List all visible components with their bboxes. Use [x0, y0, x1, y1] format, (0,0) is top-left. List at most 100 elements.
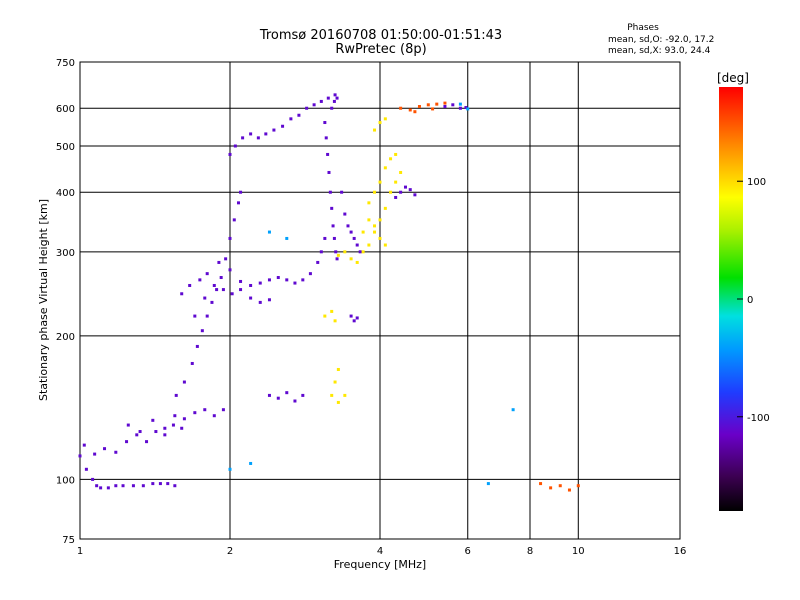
- data-point: [323, 236, 327, 240]
- data-point: [330, 106, 334, 110]
- data-point: [193, 411, 197, 415]
- data-point: [163, 433, 167, 437]
- data-point: [308, 272, 312, 276]
- data-point: [103, 447, 107, 451]
- data-point: [219, 276, 223, 280]
- data-point: [333, 380, 337, 384]
- data-point: [93, 452, 97, 456]
- data-point: [443, 101, 447, 105]
- data-point: [182, 417, 186, 421]
- data-point: [378, 236, 382, 240]
- data-point: [323, 314, 327, 318]
- data-point: [258, 300, 262, 304]
- y-tick-label: 100: [56, 475, 75, 486]
- data-point: [106, 486, 110, 490]
- data-point: [182, 380, 186, 384]
- data-point: [154, 430, 158, 434]
- data-point: [349, 230, 353, 234]
- data-point: [145, 440, 149, 444]
- data-point: [173, 414, 177, 418]
- x-tick-label: 10: [572, 546, 585, 557]
- data-point: [413, 110, 417, 114]
- data-point: [355, 316, 359, 320]
- data-point: [558, 484, 562, 488]
- data-point: [241, 136, 245, 140]
- y-tick-label: 750: [56, 58, 75, 69]
- data-point: [330, 309, 334, 313]
- data-point: [95, 484, 99, 488]
- data-point: [141, 484, 145, 488]
- data-point: [333, 93, 337, 97]
- data-point: [174, 393, 178, 397]
- data-point: [373, 224, 377, 228]
- data-point: [249, 132, 253, 136]
- data-point: [332, 236, 336, 240]
- data-point: [171, 423, 175, 427]
- y-tick-label: 400: [56, 188, 75, 199]
- data-point: [403, 185, 407, 189]
- data-point: [84, 467, 88, 471]
- data-point: [413, 193, 417, 197]
- data-point: [210, 300, 214, 304]
- colorbar-tick-label: 0: [747, 295, 753, 306]
- data-point: [373, 230, 377, 234]
- x-tick-label: 1: [77, 546, 83, 557]
- data-point: [399, 106, 403, 110]
- data-point: [151, 418, 155, 422]
- data-point: [195, 344, 199, 348]
- x-tick-label: 6: [465, 546, 471, 557]
- data-point: [249, 283, 253, 287]
- data-point: [330, 206, 334, 210]
- data-point: [378, 180, 382, 184]
- data-point: [212, 283, 216, 287]
- data-point: [352, 319, 356, 323]
- data-point: [99, 486, 103, 490]
- data-point: [158, 482, 162, 486]
- data-point: [228, 268, 232, 272]
- stats-heading: Phases: [627, 23, 659, 33]
- data-point: [285, 278, 289, 282]
- y-axis-label: Stationary phase Virtual Height [km]: [37, 199, 50, 401]
- data-point: [228, 467, 232, 471]
- data-point: [464, 106, 468, 110]
- colorbar-tick-label: -100: [747, 413, 770, 424]
- data-point: [249, 296, 253, 300]
- y-tick-label: 600: [56, 104, 75, 115]
- data-point: [285, 236, 289, 240]
- colorbar-ticks: -100 0 100: [737, 177, 770, 424]
- data-point: [417, 105, 421, 109]
- data-point: [335, 96, 339, 100]
- data-point: [203, 296, 207, 300]
- y-tick-label: 500: [56, 142, 75, 153]
- data-point: [361, 230, 365, 234]
- data-point: [326, 152, 330, 156]
- data-point: [549, 486, 553, 490]
- chart-title: Tromsø 20160708 01:50:00-01:51:43: [259, 28, 502, 43]
- data-point: [431, 107, 435, 111]
- data-point: [91, 477, 95, 481]
- data-point: [272, 128, 276, 132]
- data-point: [319, 99, 323, 103]
- data-point: [330, 393, 334, 397]
- data-point: [323, 121, 327, 125]
- data-point: [230, 292, 234, 296]
- x-axis-label: Frequency [MHz]: [334, 558, 426, 571]
- data-point: [327, 170, 331, 174]
- data-point: [326, 96, 330, 100]
- y-tick-label: 75: [62, 535, 75, 546]
- data-point: [399, 190, 403, 194]
- data-point: [190, 361, 194, 365]
- data-point: [239, 190, 243, 194]
- data-point: [276, 276, 280, 280]
- data-point: [426, 103, 430, 107]
- data-point: [78, 454, 82, 458]
- x-tick-label: 2: [227, 546, 233, 557]
- data-point: [451, 103, 455, 107]
- data-point: [166, 482, 170, 486]
- data-point: [215, 288, 219, 292]
- x-tick-label: 4: [377, 546, 383, 557]
- data-point: [435, 102, 439, 106]
- data-point: [358, 250, 362, 254]
- data-point: [236, 201, 240, 205]
- data-point: [332, 99, 336, 103]
